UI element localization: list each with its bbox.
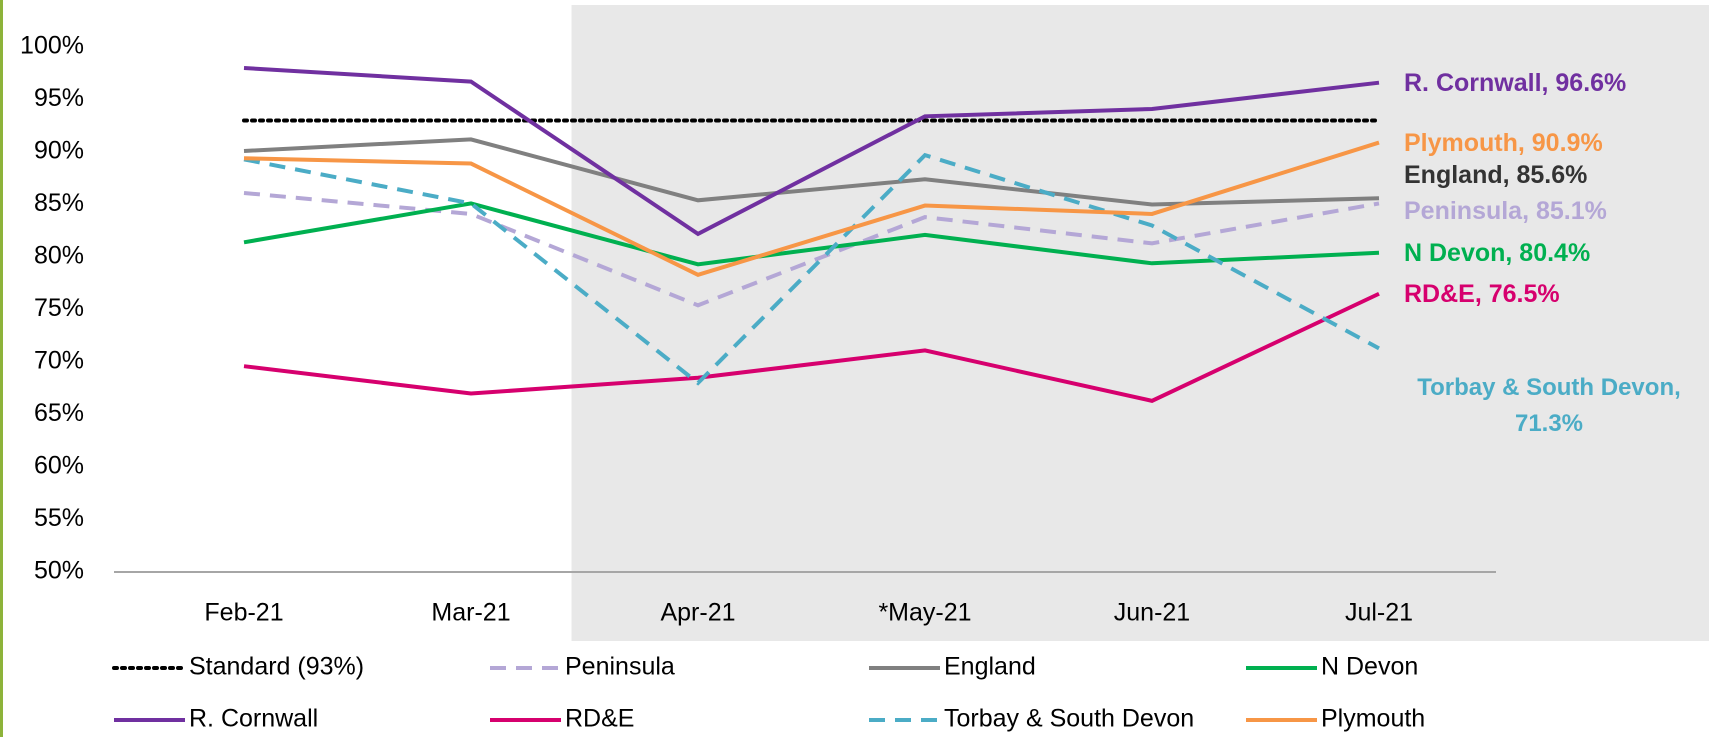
end-label: Torbay & South Devon, 71.3% (1417, 374, 1681, 438)
legend-label: Plymouth (1321, 705, 1425, 733)
end-label: Plymouth, 90.9% (1404, 128, 1603, 157)
end-label: Peninsula, 85.1% (1404, 197, 1607, 226)
x-tick-label: Feb-21 (204, 599, 283, 627)
x-tick-label: Apr-21 (660, 599, 735, 627)
end-label: England, 85.6% (1404, 161, 1588, 190)
x-tick-label: Jul-21 (1345, 599, 1413, 627)
x-tick-label: *May-21 (878, 599, 971, 627)
line-solid (243, 66, 1380, 237)
y-tick-label: 55% (34, 504, 84, 532)
legend-label: N Devon (1321, 653, 1418, 681)
y-tick-label: 65% (34, 399, 84, 427)
y-tick-label: 75% (34, 294, 84, 322)
y-tick-label: 50% (34, 557, 84, 585)
end-label: N Devon, 80.4% (1404, 238, 1591, 267)
legend-label: England (944, 653, 1036, 681)
legend-label: Torbay & South Devon (944, 705, 1194, 733)
line-solid (243, 291, 1380, 403)
y-tick-label: 85% (34, 189, 84, 217)
end-label: R. Cornwall, 96.6% (1404, 68, 1627, 97)
line-solid (243, 201, 1380, 267)
y-tick-label: 90% (34, 137, 84, 165)
y-tick-label: 60% (34, 452, 84, 480)
x-tick-label: Mar-21 (431, 599, 510, 627)
end-label: RD&E, 76.5% (1404, 279, 1560, 308)
line-dashed (243, 152, 1380, 386)
legend-label: R. Cornwall (189, 705, 318, 733)
legend-label: Standard (93%) (189, 653, 364, 681)
y-tick-label: 70% (34, 347, 84, 375)
left-border (0, 0, 3, 737)
line-solid (243, 140, 1380, 277)
y-tick-label: 100% (20, 32, 84, 60)
y-tick-label: 95% (34, 84, 84, 112)
legend-label: Peninsula (565, 653, 675, 681)
y-tick-label: 80% (34, 242, 84, 270)
x-tick-label: Jun-21 (1114, 599, 1190, 627)
legend-label: RD&E (565, 705, 634, 733)
